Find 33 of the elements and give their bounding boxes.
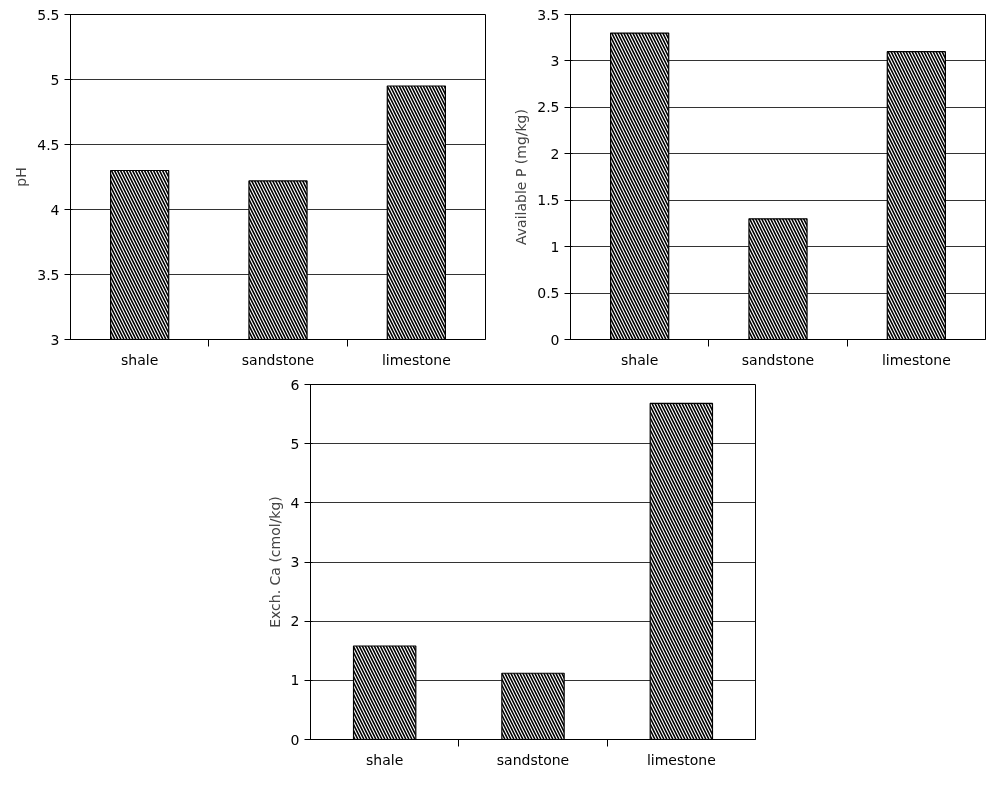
y-tick-label: 5 xyxy=(50,71,60,88)
x-tick-label: limestone xyxy=(381,351,451,368)
y-axis-title: pH xyxy=(13,167,30,187)
y-tick-label: 6 xyxy=(290,376,300,393)
x-tick-label: shale xyxy=(366,751,404,768)
y-axis-title: Exch. Ca (cmol/kg) xyxy=(266,496,283,628)
y-tick-label: 2 xyxy=(550,145,560,162)
y-tick-label: 4 xyxy=(290,494,300,511)
y-axis-title: Available P (mg/kg) xyxy=(513,109,530,245)
y-tick-label: 3 xyxy=(50,331,60,348)
y-tick-label: 1 xyxy=(550,238,560,255)
y-tick-label: 4.5 xyxy=(37,136,60,153)
y-tick-label: 1 xyxy=(290,672,300,689)
y-tick-label: 3.5 xyxy=(37,266,60,283)
y-tick-label: 3 xyxy=(290,554,300,570)
x-tick-label: sandstone xyxy=(741,351,815,368)
y-tick-label: 5 xyxy=(290,435,300,452)
x-tick-label: shale xyxy=(121,351,159,368)
x-tick-label: shale xyxy=(621,351,659,368)
y-tick-label: 0.5 xyxy=(537,285,560,302)
x-tick-label: sandstone xyxy=(496,751,570,768)
y-tick-label: 5.5 xyxy=(37,6,60,23)
x-tick-label: sandstone xyxy=(241,351,315,368)
x-tick-label: limestone xyxy=(881,351,951,368)
y-tick-label: 0 xyxy=(550,331,560,348)
y-tick-label: 3.5 xyxy=(537,6,560,23)
y-tick-label: 0 xyxy=(290,731,300,748)
y-tick-label: 2 xyxy=(290,613,300,630)
y-tick-label: 2.5 xyxy=(537,99,560,116)
x-tick-label: limestone xyxy=(646,751,716,768)
y-tick-label: 4 xyxy=(50,201,60,218)
y-tick-label: 3 xyxy=(550,52,560,69)
y-tick-label: 1.5 xyxy=(537,192,560,209)
